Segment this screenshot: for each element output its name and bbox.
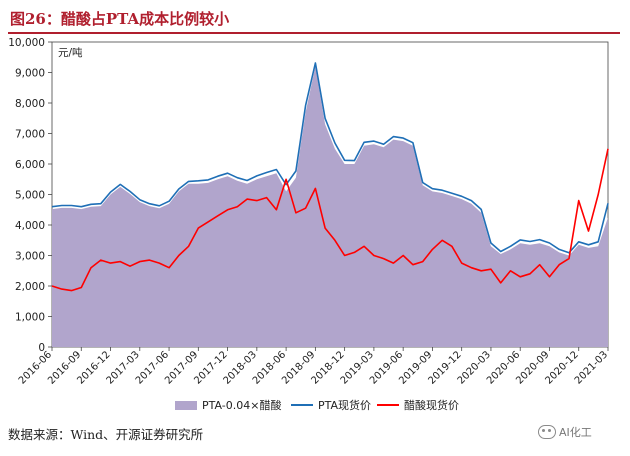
area-series-pta-net [52, 66, 608, 348]
legend-item-acetic: 醋酸现货价 [377, 397, 459, 413]
legend: PTA-0.04×醋酸 PTA现货价 醋酸现货价 [0, 395, 630, 415]
line-series-acetic-spot [51, 148, 609, 292]
chart-area: 0 1,000 2,000 3,000 4,000 5,000 6,000 7,000 8,00… [8, 37, 610, 387]
y-tick-label: 7,000 [15, 129, 45, 141]
figure-title: 图26：醋酸占PTA成本比例较小 [10, 10, 230, 28]
legend-item-pta: PTA现货价 [291, 397, 371, 413]
y-tick-label: 0 [38, 342, 45, 354]
watermark-text: AI化工 [559, 426, 592, 439]
legend-item-area: PTA-0.04×醋酸 [175, 397, 281, 413]
legend-label-area: PTA-0.04×醋酸 [202, 399, 282, 412]
title-bar: 图26：醋酸占PTA成本比例较小 [8, 6, 620, 34]
y-unit-label: 元/吨 [58, 46, 83, 59]
source-note: 数据来源：Wind、开源证券研究所 [8, 427, 204, 442]
y-tick-label: 6,000 [15, 159, 45, 171]
y-tick-label: 10,000 [8, 37, 45, 49]
y-tick-label: 8,000 [15, 98, 45, 110]
legend-swatch-area [175, 400, 197, 410]
legend-swatch-pta [291, 404, 313, 406]
y-tick-label: 9,000 [15, 68, 45, 80]
legend-label-pta: PTA现货价 [318, 399, 372, 412]
wechat-icon [538, 425, 556, 439]
line-series-pta-spot [51, 62, 609, 254]
y-tick-label: 1,000 [15, 312, 45, 324]
legend-label-acetic: 醋酸现货价 [404, 399, 459, 412]
legend-swatch-acetic [377, 404, 399, 406]
y-tick-label: 4,000 [15, 220, 45, 232]
y-tick-label: 2,000 [15, 281, 45, 293]
watermark: AI化工 [538, 424, 592, 440]
y-tick-label: 5,000 [15, 190, 45, 202]
y-tick-label: 3,000 [15, 251, 45, 263]
